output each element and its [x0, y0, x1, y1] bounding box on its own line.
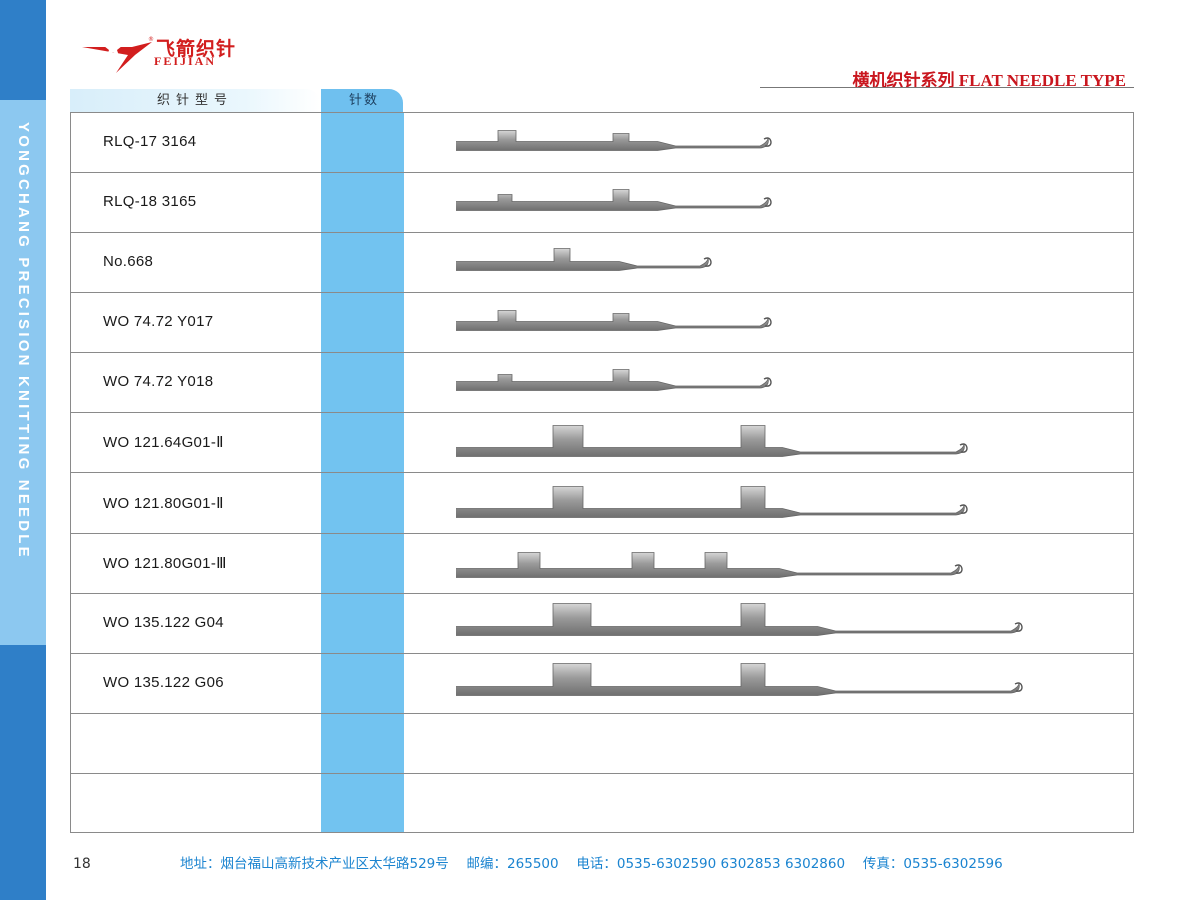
left-sidebar: YONGCHANG PRECISION KNITTING NEEDLE — [0, 0, 46, 900]
title-rule — [760, 87, 1134, 88]
needle-diagram-icon — [456, 425, 968, 458]
table-row: WO 121.80G01-Ⅲ — [71, 534, 1133, 594]
table-row: RLQ-17 3164 — [71, 113, 1133, 174]
needle-diagram-icon — [456, 369, 772, 392]
needle-model-name: WO 121.80G01-Ⅲ — [103, 554, 227, 572]
needle-diagram-icon — [456, 602, 1023, 636]
needle-diagram-icon — [456, 310, 772, 332]
table-row: WO 121.64G01-Ⅱ — [71, 413, 1133, 474]
needle-model-name: WO 121.80G01-Ⅱ — [103, 494, 224, 512]
table-row: WO 135.122 G06 — [71, 654, 1133, 714]
column-header-count: 针数 — [321, 89, 403, 112]
needle-model-name: WO 135.122 G06 — [103, 673, 224, 691]
table-row: RLQ-18 3165 — [71, 173, 1133, 234]
sidebar-light-strip — [0, 100, 46, 645]
column-header-model: 织针型号 — [70, 89, 320, 112]
needle-diagram-icon — [456, 485, 968, 518]
needle-model-name: WO 121.64G01-Ⅱ — [103, 434, 224, 452]
footer-contact: 地址：烟台福山高新技术产业区太华路529号 邮编：265500 电话：0535-… — [180, 856, 1003, 872]
needle-table: RLQ-17 3164 RLQ-18 3165 No.668 WO 74.72 Y01… — [70, 112, 1134, 833]
table-row: WO 135.122 G04 — [71, 594, 1133, 654]
page-number: 18 — [73, 856, 91, 872]
table-row — [71, 774, 1133, 834]
needle-model-name: RLQ-18 3165 — [103, 193, 197, 211]
table-row: WO 74.72 Y018 — [71, 353, 1133, 414]
sidebar-vertical-text: YONGCHANG PRECISION KNITTING NEEDLE — [15, 122, 32, 560]
needle-model-name: WO 74.72 Y018 — [103, 373, 214, 391]
needle-model-name: WO 74.72 Y017 — [103, 313, 214, 331]
needle-diagram-icon — [456, 130, 772, 151]
table-row — [71, 714, 1133, 774]
table-row: WO 121.80G01-Ⅱ — [71, 474, 1133, 534]
brand-name-en: FEIJIAN — [154, 54, 217, 68]
table-row: No.668 — [71, 233, 1133, 294]
needle-diagram-icon — [456, 551, 963, 578]
brand-name-cn: 飞箭织针 — [156, 38, 237, 60]
svg-text:®: ® — [148, 36, 154, 43]
needle-diagram-icon — [456, 248, 712, 272]
needle-diagram-icon — [456, 662, 1023, 696]
needle-model-name: No.668 — [103, 253, 154, 271]
needle-diagram-icon — [456, 189, 772, 211]
needle-model-name: RLQ-17 3164 — [103, 133, 197, 151]
table-row: WO 74.72 Y017 — [71, 293, 1133, 354]
feijian-logo-icon: ® — [82, 36, 154, 73]
needle-model-name: WO 135.122 G04 — [103, 613, 224, 631]
series-title: 横机织针系列 FLAT NEEDLE TYPE — [852, 71, 1126, 90]
